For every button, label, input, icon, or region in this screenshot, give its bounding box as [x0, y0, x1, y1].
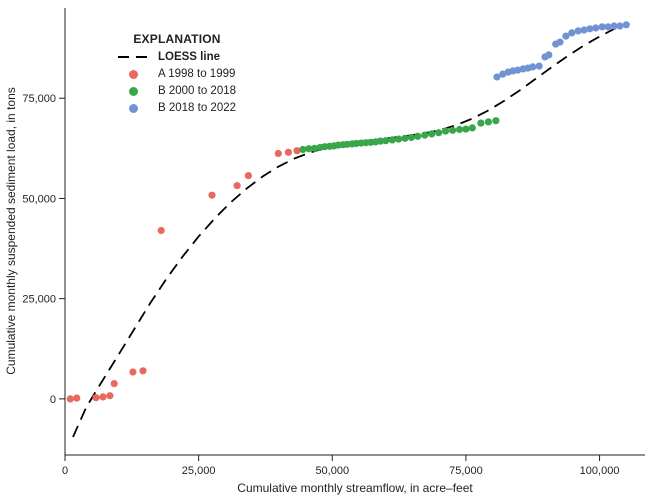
- data-point: [208, 191, 216, 199]
- legend-item-series-a: A 1998 to 1999: [118, 68, 252, 80]
- data-point: [604, 23, 612, 31]
- data-point: [284, 148, 292, 156]
- legend-item-label: B 2000 to 2018: [158, 85, 237, 97]
- y-tick-label: 25,000: [22, 294, 56, 306]
- data-point: [610, 22, 618, 30]
- data-point: [110, 380, 118, 388]
- data-point: [157, 226, 165, 235]
- data-point: [592, 24, 600, 32]
- series-b1-dot-swatch: [128, 86, 138, 96]
- legend-item-label: A 1998 to 1999: [158, 68, 236, 80]
- legend-item-label: LOESS line: [158, 51, 220, 63]
- data-point: [622, 21, 630, 29]
- data-point: [492, 117, 500, 125]
- legend-item-series-b2: B 2018 to 2022: [118, 102, 252, 114]
- data-point: [293, 147, 301, 155]
- legend: EXPLANATION LOESS line A 1998 to 1999 B …: [102, 32, 252, 119]
- legend-item-loess: LOESS line: [118, 51, 252, 63]
- data-point: [421, 131, 429, 139]
- x-axis-label: Cumulative monthly streamflow, in acre–f…: [237, 481, 473, 495]
- legend-item-series-b1: B 2000 to 2018: [118, 85, 252, 97]
- x-tick-label: 75,000: [449, 465, 483, 477]
- data-point: [435, 129, 443, 137]
- data-point: [414, 132, 422, 140]
- loess-line-swatch: [118, 56, 148, 58]
- data-point: [382, 137, 390, 145]
- data-point: [66, 395, 74, 403]
- data-point: [529, 63, 537, 71]
- y-tick-label: 75,000: [22, 93, 56, 105]
- data-point: [395, 135, 403, 143]
- data-point: [493, 73, 501, 81]
- series-a-dot-swatch: [128, 69, 138, 79]
- data-point: [428, 130, 436, 138]
- data-point: [484, 118, 492, 126]
- data-point: [535, 62, 543, 70]
- data-point: [574, 27, 582, 35]
- data-point: [274, 149, 282, 158]
- y-axis-label: Cumulative monthly suspended sediment lo…: [4, 87, 18, 375]
- data-point: [499, 70, 507, 78]
- legend-item-label: B 2018 to 2022: [158, 102, 237, 114]
- data-point: [556, 38, 564, 46]
- data-point: [468, 124, 476, 132]
- data-point: [462, 125, 470, 133]
- data-point: [99, 393, 107, 401]
- data-point: [233, 182, 241, 190]
- data-point: [106, 392, 114, 400]
- data-point: [442, 127, 450, 135]
- x-tick-label: 50,000: [315, 465, 349, 477]
- data-point: [580, 26, 588, 34]
- x-tick-label: 100,000: [580, 465, 620, 477]
- data-point: [616, 22, 624, 30]
- data-point: [244, 172, 252, 180]
- data-point: [129, 368, 137, 376]
- data-point: [139, 367, 147, 375]
- data-point: [376, 137, 384, 145]
- data-point: [455, 125, 464, 134]
- legend-title: EXPLANATION: [133, 32, 221, 46]
- data-point: [545, 51, 553, 59]
- y-tick-label: 50,000: [22, 193, 56, 205]
- data-point: [562, 32, 570, 40]
- x-tick-label: 0: [62, 465, 68, 477]
- data-point: [568, 29, 576, 37]
- data-point: [305, 145, 313, 153]
- data-point: [92, 394, 100, 402]
- data-point: [311, 144, 319, 152]
- chart-generated-layer: 0 25,000 50,000 75,000 100,000 0 25,000 50,000 7…: [22, 8, 645, 477]
- data-point: [73, 394, 81, 402]
- data-point: [449, 126, 457, 134]
- data-point: [598, 23, 606, 31]
- data-point: [388, 136, 396, 144]
- y-tick-label: 0: [50, 394, 56, 406]
- data-point: [299, 145, 307, 154]
- data-point: [401, 134, 409, 142]
- data-point: [586, 25, 594, 33]
- series-b2-dot-swatch: [128, 103, 138, 113]
- data-point: [477, 119, 485, 127]
- data-point: [407, 133, 415, 142]
- x-tick-label: 25,000: [182, 465, 216, 477]
